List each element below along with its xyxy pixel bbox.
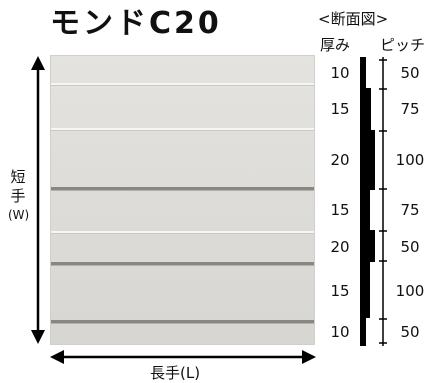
pitch-header: ピッチ bbox=[380, 36, 426, 54]
length-label: 長手(L) bbox=[150, 364, 201, 382]
pitch-value: 50 bbox=[400, 238, 420, 256]
pitch-value: 50 bbox=[400, 323, 420, 341]
thickness-value: 15 bbox=[330, 100, 350, 118]
width-label: 短 手 (W) bbox=[8, 168, 30, 225]
section-heading: <断面図> bbox=[318, 10, 389, 28]
pitch-value: 100 bbox=[395, 282, 425, 300]
groove bbox=[51, 83, 314, 86]
pitch-value: 75 bbox=[400, 100, 420, 118]
thickness-value: 20 bbox=[330, 151, 350, 169]
groove bbox=[51, 128, 314, 131]
thickness-value: 15 bbox=[330, 282, 350, 300]
pitch-markers bbox=[379, 57, 387, 346]
pitch-value: 100 bbox=[395, 151, 425, 169]
width-arrow bbox=[31, 56, 45, 344]
width-label-char: (W) bbox=[8, 208, 30, 222]
thickness-header: 厚み bbox=[320, 36, 351, 54]
length-arrow bbox=[50, 350, 316, 364]
width-label-char: 手 bbox=[10, 187, 26, 205]
thickness-value: 15 bbox=[330, 201, 350, 219]
section-profile bbox=[360, 57, 375, 346]
pitch-value: 50 bbox=[400, 64, 420, 82]
thickness-value: 10 bbox=[330, 64, 350, 82]
panel-sample bbox=[50, 55, 315, 345]
pitch-value: 75 bbox=[400, 201, 420, 219]
thickness-value: 10 bbox=[330, 323, 350, 341]
thickness-value: 20 bbox=[330, 238, 350, 256]
groove bbox=[51, 187, 314, 191]
width-label-char: 短 bbox=[10, 168, 26, 186]
product-title: モンドC20 bbox=[50, 6, 222, 41]
groove bbox=[51, 231, 314, 234]
groove bbox=[51, 320, 314, 324]
groove bbox=[51, 262, 314, 266]
